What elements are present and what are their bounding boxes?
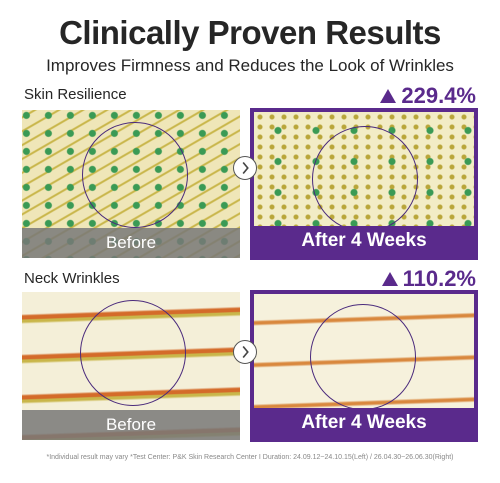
circle [82, 122, 188, 228]
circle [80, 300, 186, 406]
after-caption: After 4 Weeks [254, 408, 474, 438]
change-value: 229.4% [401, 83, 476, 108]
circle [312, 126, 418, 232]
after-image: After 4 Weeks [250, 290, 478, 442]
after-image: After 4 Weeks [250, 108, 478, 260]
change: 229.4% [379, 83, 476, 109]
footnote: *Individual result may vary *Test Center… [46, 454, 454, 461]
up-icon [380, 89, 397, 103]
before-image: Before [22, 292, 240, 440]
before-image: Before [22, 110, 240, 258]
before-caption: Before [22, 410, 240, 440]
row-label: Neck Wrinkles [24, 270, 120, 287]
row-label: Skin Resilience [24, 86, 127, 103]
circle [310, 304, 416, 410]
change-value: 110.2% [402, 266, 476, 291]
change: 110.2% [381, 266, 476, 292]
before-caption: Before [22, 228, 240, 258]
up-icon [381, 272, 398, 286]
title: Clinically Proven Results [59, 14, 441, 51]
arrow-icon [233, 340, 257, 364]
arrow-icon [233, 156, 257, 180]
subtitle: Improves Firmness and Reduces the Look o… [46, 56, 454, 75]
after-caption: After 4 Weeks [254, 226, 474, 256]
